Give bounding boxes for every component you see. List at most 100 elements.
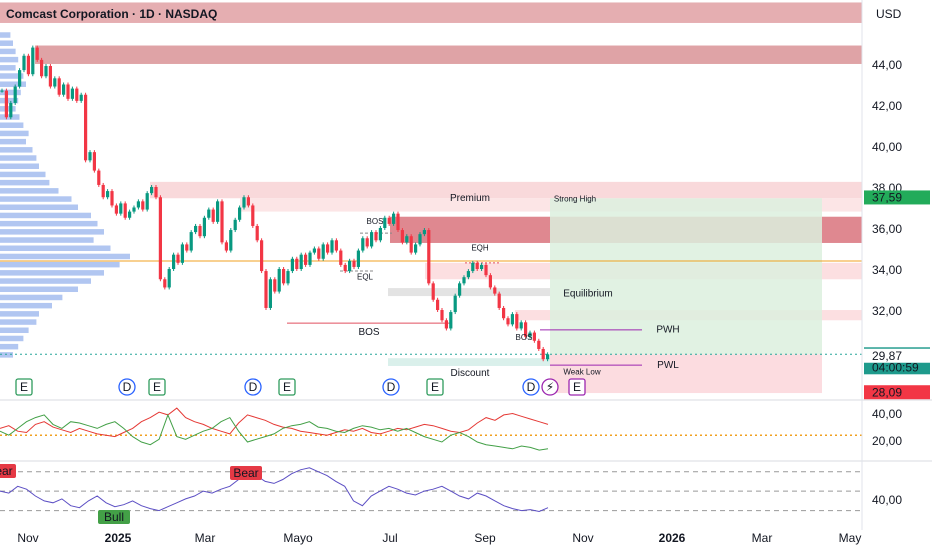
annotation: PWH (656, 325, 679, 336)
x-tick-label: Mayo (283, 531, 313, 545)
volume-bar (0, 81, 26, 87)
event-marker (15, 378, 33, 396)
event-marker (426, 378, 444, 396)
event-label: D (123, 380, 132, 394)
volume-bar (0, 171, 46, 178)
volume-bar (0, 286, 78, 293)
volume-bar (0, 311, 39, 317)
volume-bar (0, 319, 37, 325)
volume-bar (0, 89, 21, 96)
volume-bar (0, 253, 130, 260)
event-label: D (249, 380, 258, 394)
signal-label: Bull (104, 510, 124, 524)
x-tick-label: May (839, 531, 862, 545)
indicator-line (0, 413, 549, 451)
x-tick-label: Nov (17, 531, 38, 545)
event-marker (568, 378, 586, 396)
event-label: E (573, 380, 581, 394)
volume-bar (0, 302, 52, 309)
annotation: EQH (471, 244, 489, 253)
event-label: D (387, 380, 396, 394)
volume-bar (0, 237, 94, 243)
annotation: Weak Low (563, 368, 600, 377)
volume-bar (0, 220, 98, 227)
y-tick-label: 40,00 (872, 407, 902, 421)
volume-bar (0, 179, 50, 186)
event-label: E (431, 380, 439, 394)
volume-bar (0, 294, 63, 301)
x-tick-label: Mar (195, 531, 216, 545)
y-tick-label: 40,00 (872, 140, 902, 154)
annotation: PWL (657, 360, 679, 371)
x-tick-label: 2026 (659, 531, 686, 545)
volume-bar (0, 155, 37, 161)
volume-bar (0, 138, 26, 145)
event-marker (522, 378, 540, 396)
indicator-line (0, 407, 549, 438)
y-tick-label: 44,00 (872, 58, 902, 72)
volume-bar (0, 352, 13, 358)
event-marker (278, 378, 296, 396)
zone (35, 45, 862, 64)
x-tick-label: Mar (752, 531, 773, 545)
currency: USD (876, 7, 902, 21)
y-tick-label: 40,00 (872, 493, 902, 507)
zone (550, 354, 822, 394)
x-tick-label: Sep (474, 531, 496, 545)
volume-bar (0, 40, 13, 46)
volume-bar (0, 130, 29, 137)
y-tick-label: 34,00 (872, 263, 902, 277)
signal-label: Bear (0, 464, 13, 478)
countdown-bg (864, 361, 930, 375)
annotation: Equilibrium (563, 288, 612, 299)
y-tick-label: 32,00 (872, 304, 902, 318)
event-label: ⚡ (546, 380, 554, 394)
volume-bar (0, 335, 24, 342)
countdown: 04:00:59 (872, 360, 919, 374)
event-marker (244, 378, 262, 396)
signal-tag (98, 510, 130, 524)
event-label: D (527, 380, 536, 394)
volume-bar (0, 48, 16, 55)
event-marker (541, 378, 559, 396)
volume-bar (0, 343, 19, 350)
annotation: BOS (358, 327, 379, 338)
volume-bar (0, 229, 104, 235)
volume-bar (0, 97, 19, 104)
zone (388, 358, 550, 366)
price-label-bg (864, 348, 930, 363)
price-label: 29,87 (872, 349, 902, 363)
volume-bar (0, 32, 11, 38)
price-label-bg (864, 385, 930, 400)
x-tick-label: Jul (382, 531, 397, 545)
price-label-bg (864, 190, 930, 205)
signal-label: Bear (233, 466, 258, 480)
chart-title: Comcast Corporation · 1D · NASDAQ (6, 7, 217, 21)
annotation: Strong High (554, 194, 596, 203)
zone (150, 181, 862, 199)
volume-bar (0, 73, 24, 79)
volume-bar (0, 327, 29, 334)
indicator-line (0, 467, 549, 513)
event-marker (382, 378, 400, 396)
zone (0, 2, 862, 23)
annotation: BOS (367, 217, 384, 226)
volume-bar (0, 163, 39, 169)
volume-bar (0, 204, 78, 210)
signal-tag (0, 464, 16, 478)
y-tick-label: 20,00 (872, 434, 902, 448)
volume-bar (0, 245, 111, 252)
volume-bar (0, 147, 33, 153)
y-tick-label: 42,00 (872, 99, 902, 113)
volume-bar (0, 278, 91, 284)
y-tick-label: 36,00 (872, 222, 902, 236)
annotation: Discount (451, 368, 490, 379)
annotation: BOS (516, 333, 533, 342)
volume-bar (0, 196, 72, 202)
volume-bar (0, 56, 19, 63)
signal-tag (230, 466, 262, 480)
